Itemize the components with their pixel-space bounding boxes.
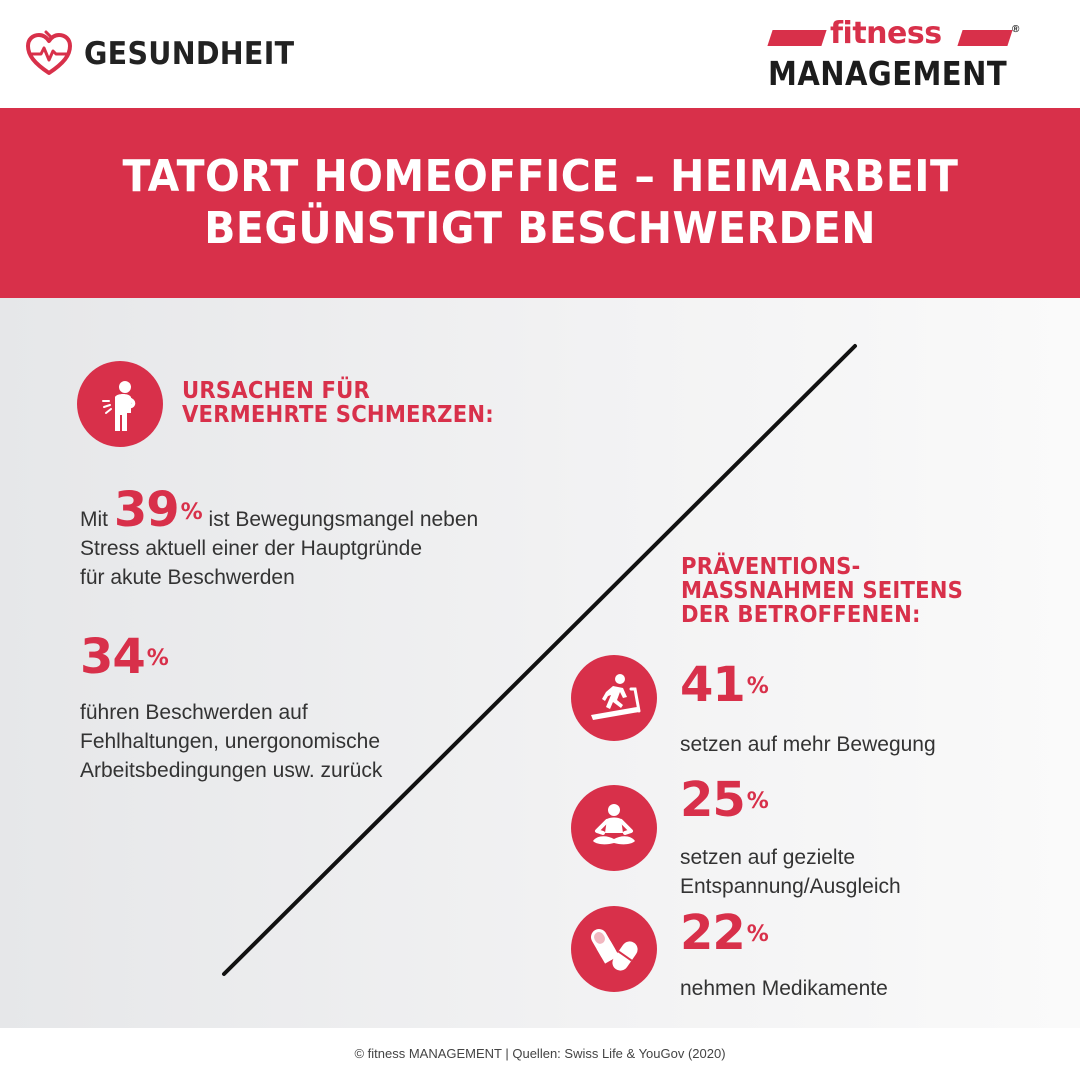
brand-bar-right (957, 30, 1013, 46)
causes-heading-line1: URSACHEN FÜR (182, 378, 371, 404)
prevention-item-41-value: 41% (680, 658, 936, 722)
stat-39-prefix: Mit (80, 508, 108, 531)
content-area: URSACHEN FÜR VERMEHRTE SCHMERZEN: Mit 39… (0, 298, 1080, 1028)
stat-34-line3: Arbeitsbedingungen usw. zurück (80, 759, 383, 782)
diagonal-divider (222, 344, 857, 976)
stat-39-number: 39 (113, 482, 180, 538)
heart-pulse-icon (26, 30, 72, 75)
category: GESUNDHEIT (24, 30, 313, 78)
category-label: GESUNDHEIT (84, 36, 295, 72)
prevention-item-25-line1: setzen auf gezielte (680, 846, 856, 869)
prevention-item-22-line1: nehmen Medikamente (680, 977, 888, 1000)
prevention-heading-line2: MASSNAHMEN SEITENS (681, 578, 964, 604)
prevention-item-25: 25% setzen auf gezielte Entspannung/Ausg… (680, 773, 901, 901)
prevention-item-25-percent: % (746, 789, 769, 814)
stat-34-value: 34% (80, 630, 382, 694)
prevention-item-25-value: 25% (680, 773, 901, 837)
stat-34-line2: Fehlhaltungen, unergonomische (80, 730, 381, 753)
prevention-item-25-number: 25 (680, 772, 746, 828)
stat-39-percent: % (180, 500, 203, 525)
prevention-item-41-number: 41 (680, 657, 746, 713)
prevention-item-22-number: 22 (680, 905, 746, 961)
brand-logo: fitness ® MANAGEMENT (767, 16, 1028, 93)
back-pain-icon (77, 361, 163, 447)
meditation-icon (571, 785, 657, 871)
prevention-item-22-percent: % (746, 922, 769, 947)
prevention-item-41-percent: % (746, 674, 769, 699)
causes-heading: URSACHEN FÜR VERMEHRTE SCHMERZEN: (182, 379, 494, 427)
stat-39-line2: Stress aktuell einer der Hauptgründe (80, 537, 423, 560)
page-title-line1: TATORT HOMEOFFICE – HEIMARBEIT (122, 151, 958, 202)
prevention-heading-line1: PRÄVENTIONS- (681, 554, 861, 580)
prevention-item-41-line1: setzen auf mehr Bewegung (680, 733, 936, 756)
brand-top: fitness (830, 16, 942, 51)
prevention-item-22: 22% nehmen Medikamente (680, 906, 888, 1003)
brand-bottom: MANAGEMENT (768, 54, 1008, 93)
stat-39: Mit 39% ist Bewegungsmangel neben Stress… (80, 486, 479, 592)
prevention-item-41: 41% setzen auf mehr Bewegung (680, 658, 936, 759)
stat-34-number: 34 (80, 629, 146, 685)
stat-39-line3: für akute Beschwerden (80, 566, 295, 589)
title-banner: TATORT HOMEOFFICE – HEIMARBEIT BEGÜNSTIG… (0, 108, 1080, 298)
stat-34-line1: führen Beschwerden auf (80, 701, 308, 724)
treadmill-icon (571, 655, 657, 741)
page-title-line2: BEGÜNSTIGT BESCHWERDEN (204, 203, 876, 254)
prevention-item-25-line2: Entspannung/Ausgleich (680, 875, 901, 898)
brand-bar-left (767, 30, 827, 46)
top-bar: GESUNDHEIT fitness ® MANAGEMENT (0, 0, 1080, 108)
stat-34: 34% führen Beschwerden auf Fehlhaltungen… (80, 630, 382, 785)
pills-icon (571, 906, 657, 992)
causes-heading-line2: VERMEHRTE SCHMERZEN: (182, 402, 494, 428)
footer-credit: © fitness MANAGEMENT | Quellen: Swiss Li… (0, 1028, 1080, 1080)
stat-39-line1-suffix: ist Bewegungsmangel neben (208, 508, 479, 531)
prevention-item-22-value: 22% (680, 906, 888, 970)
brand-registered: ® (1012, 24, 1020, 35)
stat-34-percent: % (146, 646, 169, 671)
prevention-heading-line3: DER BETROFFENEN: (681, 602, 921, 628)
prevention-heading: PRÄVENTIONS- MASSNAHMEN SEITENS DER BETR… (681, 555, 963, 627)
stat-39-line1: Mit 39% ist Bewegungsmangel neben (80, 486, 479, 534)
